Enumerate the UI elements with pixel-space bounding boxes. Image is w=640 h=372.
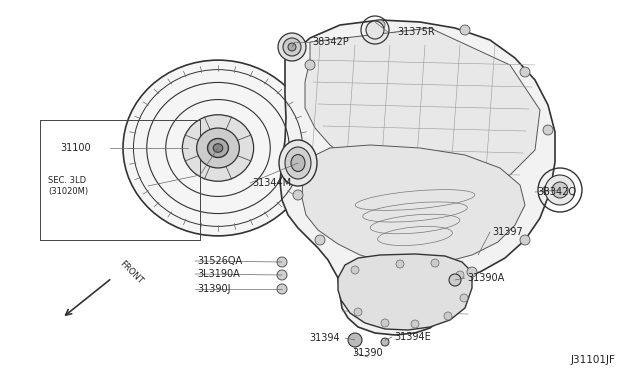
Circle shape bbox=[348, 333, 362, 347]
Ellipse shape bbox=[291, 154, 305, 171]
Text: 31394E: 31394E bbox=[394, 332, 431, 342]
Polygon shape bbox=[305, 28, 540, 190]
Circle shape bbox=[305, 60, 315, 70]
Polygon shape bbox=[302, 145, 525, 265]
Circle shape bbox=[520, 235, 530, 245]
Circle shape bbox=[545, 175, 575, 205]
Circle shape bbox=[381, 338, 389, 346]
Ellipse shape bbox=[279, 140, 317, 186]
Text: 3L3190A: 3L3190A bbox=[197, 269, 240, 279]
Circle shape bbox=[456, 271, 464, 279]
Ellipse shape bbox=[207, 138, 228, 157]
Text: 31375R: 31375R bbox=[397, 27, 435, 37]
Circle shape bbox=[293, 190, 303, 200]
Text: 31394: 31394 bbox=[309, 333, 340, 343]
Circle shape bbox=[283, 38, 301, 56]
Circle shape bbox=[277, 270, 287, 280]
Circle shape bbox=[366, 21, 384, 39]
Circle shape bbox=[552, 182, 568, 198]
Ellipse shape bbox=[285, 147, 311, 179]
Text: (31020M): (31020M) bbox=[48, 186, 88, 196]
Polygon shape bbox=[338, 254, 472, 330]
Ellipse shape bbox=[182, 115, 253, 181]
Circle shape bbox=[411, 320, 419, 328]
Text: 31397: 31397 bbox=[492, 227, 523, 237]
Ellipse shape bbox=[123, 60, 313, 236]
Text: 31390: 31390 bbox=[353, 348, 383, 358]
Circle shape bbox=[444, 312, 452, 320]
Circle shape bbox=[351, 266, 359, 274]
Circle shape bbox=[288, 43, 296, 51]
Circle shape bbox=[381, 319, 389, 327]
Circle shape bbox=[467, 267, 477, 277]
Text: J31101JF: J31101JF bbox=[570, 355, 615, 365]
Text: 3B342Q: 3B342Q bbox=[537, 187, 576, 197]
Text: 31100: 31100 bbox=[60, 143, 91, 153]
Circle shape bbox=[543, 125, 553, 135]
Ellipse shape bbox=[196, 128, 239, 168]
Polygon shape bbox=[280, 20, 555, 335]
Circle shape bbox=[375, 20, 385, 30]
Text: 31390J: 31390J bbox=[197, 284, 230, 294]
Text: 31526QA: 31526QA bbox=[197, 256, 242, 266]
Circle shape bbox=[431, 259, 439, 267]
Circle shape bbox=[277, 257, 287, 267]
Circle shape bbox=[460, 294, 468, 302]
Circle shape bbox=[543, 185, 553, 195]
Ellipse shape bbox=[213, 144, 223, 152]
Circle shape bbox=[278, 33, 306, 61]
Circle shape bbox=[277, 284, 287, 294]
Text: FRONT: FRONT bbox=[118, 259, 145, 285]
Circle shape bbox=[520, 67, 530, 77]
Circle shape bbox=[460, 25, 470, 35]
Circle shape bbox=[315, 235, 325, 245]
Text: 38342P: 38342P bbox=[312, 37, 349, 47]
Circle shape bbox=[449, 274, 461, 286]
Text: 31344M: 31344M bbox=[252, 178, 291, 188]
Text: SEC. 3LD: SEC. 3LD bbox=[48, 176, 86, 185]
Circle shape bbox=[396, 260, 404, 268]
Text: 31390A: 31390A bbox=[467, 273, 504, 283]
Circle shape bbox=[354, 308, 362, 316]
